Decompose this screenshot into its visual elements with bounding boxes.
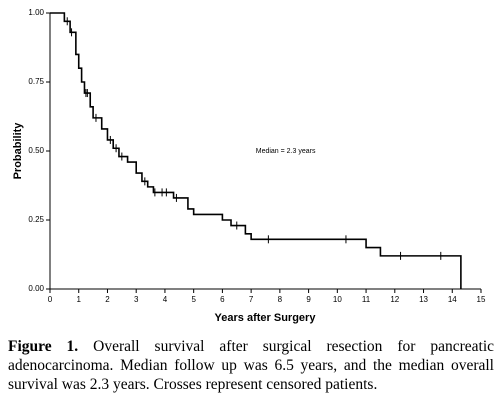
x-tick-label: 12	[390, 295, 399, 304]
x-tick-label: 14	[448, 295, 457, 304]
x-tick-label: 9	[306, 295, 311, 304]
x-tick-label: 6	[220, 295, 225, 304]
x-tick-label: 0	[48, 295, 53, 304]
y-tick-label: 0.25	[28, 215, 44, 224]
annotation: Median = 2.3 years	[256, 148, 316, 155]
y-tick-label: 0.00	[28, 284, 44, 293]
x-tick-label: 13	[419, 295, 428, 304]
caption: Figure 1. Overall survival after surgica…	[8, 337, 494, 394]
y-tick-label: 0.75	[28, 77, 44, 86]
x-tick-label: 15	[477, 295, 486, 304]
survival-curve	[50, 12, 462, 289]
x-tick-label: 7	[249, 295, 254, 304]
x-tick-label: 8	[278, 295, 283, 304]
x-tick-label: 2	[105, 295, 110, 304]
y-tick-label: 0.50	[28, 146, 44, 155]
x-tick-label: 11	[362, 295, 371, 304]
x-tick-label: 4	[163, 295, 168, 304]
x-axis-title: Years after Surgery	[215, 312, 317, 324]
caption-text: Overall survival after surgical resectio…	[8, 338, 495, 393]
caption-label: Figure 1.	[8, 338, 79, 355]
y-axis-title: Probability	[12, 122, 24, 180]
x-tick-label: 1	[77, 295, 82, 304]
x-tick-label: 3	[134, 295, 139, 304]
chart: Years after Surgery Probability 0.00 0.25…	[12, 8, 486, 324]
y-tick-label: 1.00	[28, 8, 44, 17]
x-tick-label: 5	[191, 295, 196, 304]
x-tick-label: 10	[333, 295, 342, 304]
